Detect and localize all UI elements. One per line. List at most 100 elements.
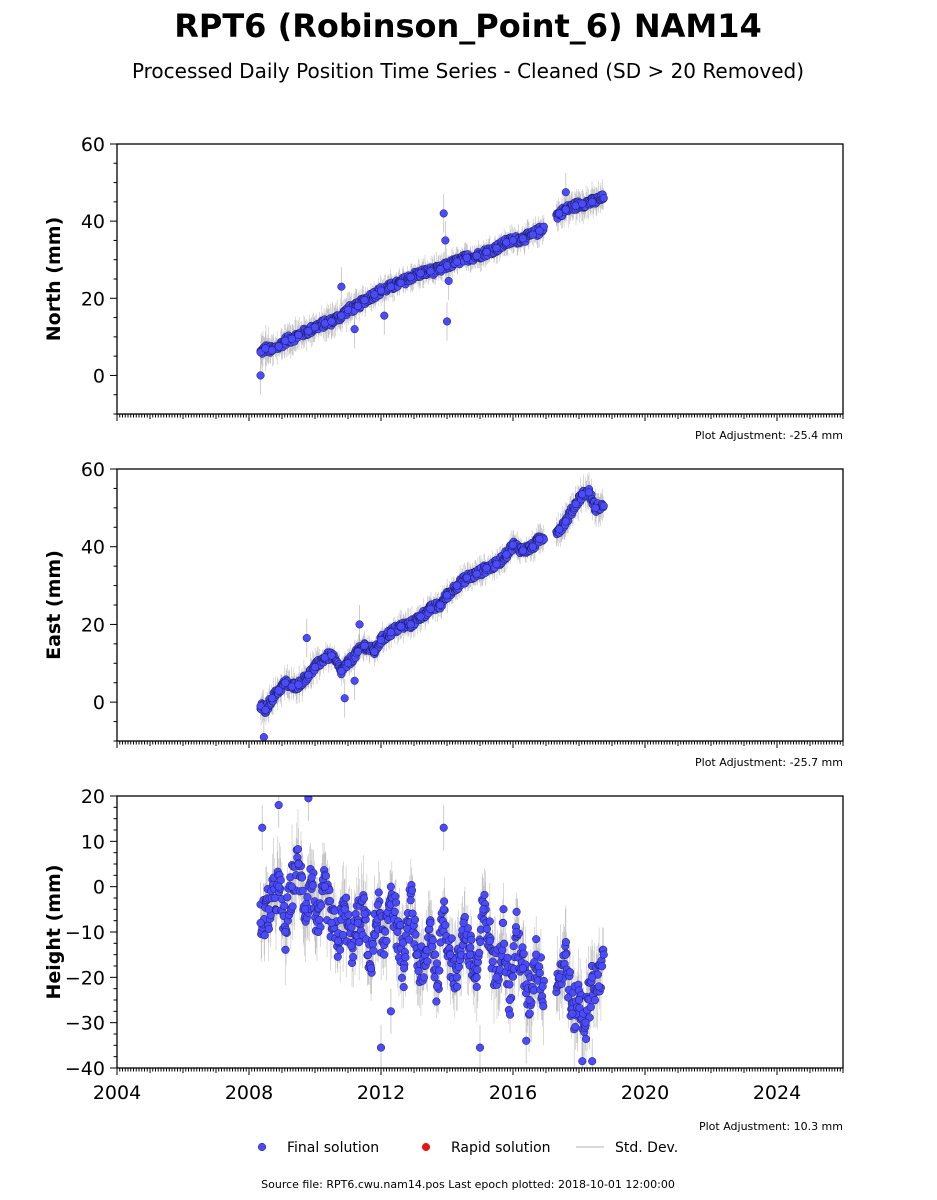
data-point: [303, 893, 312, 902]
outlier-point: [350, 325, 359, 334]
data-point: [382, 936, 391, 946]
data-point: [410, 915, 420, 924]
data-point: [582, 1034, 591, 1044]
data-point: [315, 915, 324, 924]
data-point: [581, 1018, 590, 1027]
data-point: [525, 995, 534, 1005]
data-point: [555, 209, 564, 218]
data-point: [500, 939, 509, 948]
stddev-bars: [260, 172, 604, 395]
data-point: [423, 957, 432, 966]
data-point: [364, 950, 373, 960]
data-point: [256, 918, 265, 927]
outlier-point: [441, 236, 450, 245]
data-point: [310, 323, 320, 332]
outlier-point: [444, 276, 453, 285]
data-point: [480, 890, 489, 899]
data-point: [381, 927, 390, 936]
x-axis: [116, 741, 844, 748]
data-point: [353, 647, 362, 656]
data-point: [268, 346, 277, 355]
chart-title: RPT6 (Robinson_Point_6) NAM14: [174, 7, 761, 45]
data-point: [432, 959, 442, 968]
data-point: [400, 964, 409, 973]
data-point: [353, 301, 362, 311]
y-tick-label: 0: [93, 365, 105, 387]
data-point: [419, 973, 428, 982]
final-solution-points: [256, 796, 608, 1066]
data-point: [360, 641, 369, 650]
data-point: [333, 952, 342, 961]
outlier-point: [304, 796, 313, 803]
data-point: [359, 894, 368, 903]
outlier-point: [439, 209, 448, 218]
data-point: [327, 918, 336, 927]
x-axis: 2004 2008 2012 2016 2020 2024: [93, 1068, 844, 1104]
y-tick-label: 40: [81, 537, 105, 559]
data-point: [571, 1022, 580, 1031]
data-point: [274, 882, 283, 891]
data-point: [413, 950, 422, 959]
x-tick-label: 2008: [225, 1082, 273, 1104]
outlier-point: [588, 1057, 597, 1066]
x-axis: [116, 414, 844, 421]
data-point: [274, 342, 283, 351]
outlier-point: [256, 371, 265, 380]
data-point: [472, 982, 481, 991]
data-point: [446, 950, 455, 959]
data-point: [473, 965, 482, 974]
legend-label: Final solution: [287, 1140, 379, 1156]
data-point: [264, 905, 273, 914]
data-point: [337, 311, 346, 320]
final-solution-points: [256, 485, 608, 741]
data-point: [508, 540, 518, 549]
data-point: [274, 686, 283, 695]
data-point: [304, 670, 313, 679]
data-point: [472, 251, 481, 260]
data-point: [336, 945, 345, 954]
data-point: [535, 534, 544, 543]
y-tick-label: 0: [93, 692, 105, 714]
data-point: [447, 934, 456, 943]
legend-marker: [421, 1142, 431, 1152]
y-tick-label: 20: [81, 614, 105, 636]
outlier-point: [380, 311, 389, 320]
data-point: [396, 278, 405, 287]
data-point: [370, 290, 379, 299]
panels: 0 20 40 60 North (mm) Plot Adjustment: -25.4 …: [43, 134, 844, 1133]
data-point: [301, 905, 310, 914]
data-point: [472, 973, 481, 982]
data-point: [399, 983, 408, 992]
data-point: [406, 896, 415, 905]
data-point: [369, 946, 378, 955]
data-point: [416, 269, 425, 278]
data-point: [287, 882, 296, 891]
data-point: [435, 966, 444, 975]
data-point: [386, 628, 395, 637]
data-point: [391, 898, 401, 907]
data-point: [518, 234, 527, 243]
outlier-point: [350, 676, 359, 685]
data-point: [594, 982, 603, 991]
data-point: [440, 897, 449, 906]
outlier-point: [386, 1007, 395, 1016]
data-point: [426, 918, 435, 927]
y-axis: 0 20 40 60: [81, 134, 117, 415]
legend-label: Std. Dev.: [615, 1140, 678, 1156]
data-point: [298, 886, 307, 895]
data-point: [452, 581, 461, 590]
data-point: [539, 1002, 548, 1011]
data-point: [280, 901, 289, 910]
data-point: [561, 950, 570, 959]
data-point: [281, 678, 290, 687]
data-point: [293, 845, 303, 854]
data-point: [260, 931, 269, 940]
data-point: [406, 273, 415, 282]
data-point: [482, 247, 491, 257]
data-point: [505, 980, 514, 989]
data-point: [397, 973, 406, 982]
y-tick-label: 20: [81, 288, 105, 310]
data-point: [317, 901, 326, 910]
data-point: [462, 253, 471, 262]
data-point: [519, 949, 528, 958]
